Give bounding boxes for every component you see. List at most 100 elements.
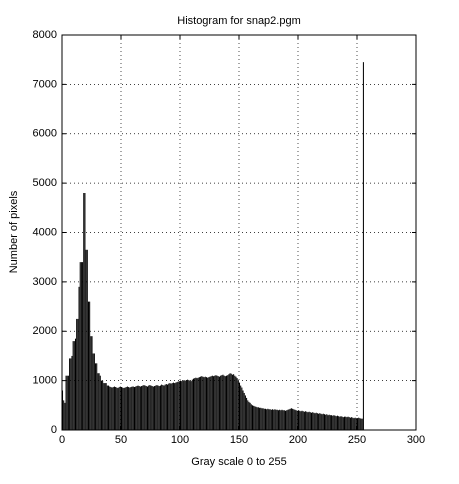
bar (139, 386, 141, 430)
y-axis-label: Number of pixels (8, 190, 20, 273)
bar (70, 358, 72, 430)
bar (340, 416, 342, 430)
bar (342, 417, 344, 430)
bar (207, 377, 209, 430)
bar (202, 376, 204, 430)
bar (172, 382, 174, 430)
bar (228, 374, 230, 430)
bar (247, 400, 249, 430)
bar (196, 378, 198, 430)
bar (216, 375, 218, 430)
bar (221, 375, 223, 430)
bar (220, 375, 222, 430)
bar (327, 415, 329, 430)
bar (151, 386, 153, 430)
bar (260, 407, 262, 430)
bar (253, 405, 255, 430)
bar (152, 386, 154, 430)
bar (282, 410, 284, 430)
bar (243, 392, 245, 430)
bar (136, 386, 138, 430)
x-tick-label: 150 (230, 434, 248, 446)
bar (126, 386, 128, 430)
x-tick-label: 0 (59, 434, 65, 446)
bar (315, 412, 317, 430)
bar (249, 402, 251, 430)
y-tick-label: 4000 (33, 226, 57, 238)
bar (302, 411, 304, 430)
x-tick-label: 200 (289, 434, 307, 446)
bar (325, 414, 327, 430)
bar (240, 385, 242, 430)
bar (169, 383, 171, 430)
bar (280, 410, 282, 430)
bar (261, 408, 263, 430)
y-tick-label: 3000 (33, 276, 57, 288)
bar (128, 387, 130, 430)
bar (263, 408, 265, 430)
bar (157, 385, 159, 430)
bar (116, 387, 118, 430)
bar (62, 390, 64, 430)
bar (348, 417, 350, 430)
bar (290, 408, 292, 430)
bar (86, 249, 88, 430)
bar (201, 376, 203, 430)
bar (255, 406, 257, 430)
bar (170, 383, 172, 430)
bar (345, 416, 347, 430)
bar (91, 336, 93, 430)
bar (312, 412, 314, 430)
bar (104, 383, 106, 430)
bar (273, 409, 275, 430)
bar (113, 386, 115, 430)
bar (85, 249, 87, 430)
bar (111, 387, 113, 430)
bar (189, 380, 191, 430)
bar (129, 387, 131, 430)
bar (210, 376, 212, 430)
y-tick-label: 6000 (33, 128, 57, 140)
bar (313, 412, 315, 430)
bar (117, 388, 119, 430)
bar (84, 193, 86, 430)
bar (223, 375, 225, 430)
bar (226, 375, 228, 430)
bar (251, 405, 254, 430)
bar (227, 375, 229, 430)
bar (204, 376, 206, 430)
bar (124, 387, 126, 430)
bar (174, 383, 176, 430)
bar (213, 376, 215, 430)
bar (95, 363, 97, 430)
bar (137, 385, 139, 430)
bar (329, 415, 331, 430)
bar (211, 375, 213, 430)
bar (96, 363, 98, 430)
bar (314, 413, 316, 430)
bar (354, 417, 356, 430)
bar (99, 375, 101, 430)
bar (74, 338, 77, 430)
bar (333, 415, 335, 430)
bar (360, 418, 362, 430)
bar (177, 381, 179, 430)
bar (146, 386, 148, 430)
bar (123, 388, 125, 430)
bar (162, 385, 164, 430)
bar (231, 374, 233, 430)
y-tick-label: 5000 (33, 177, 57, 189)
bar (168, 383, 170, 430)
bar (293, 409, 295, 430)
bar (143, 385, 145, 430)
bar (187, 379, 189, 430)
bar (185, 380, 187, 430)
bar (138, 386, 140, 430)
bar (208, 377, 210, 430)
bar (250, 404, 252, 430)
bar (132, 386, 134, 430)
bar (106, 385, 108, 430)
bar (79, 262, 81, 430)
bar (203, 377, 205, 430)
x-tick-label: 250 (348, 434, 366, 446)
